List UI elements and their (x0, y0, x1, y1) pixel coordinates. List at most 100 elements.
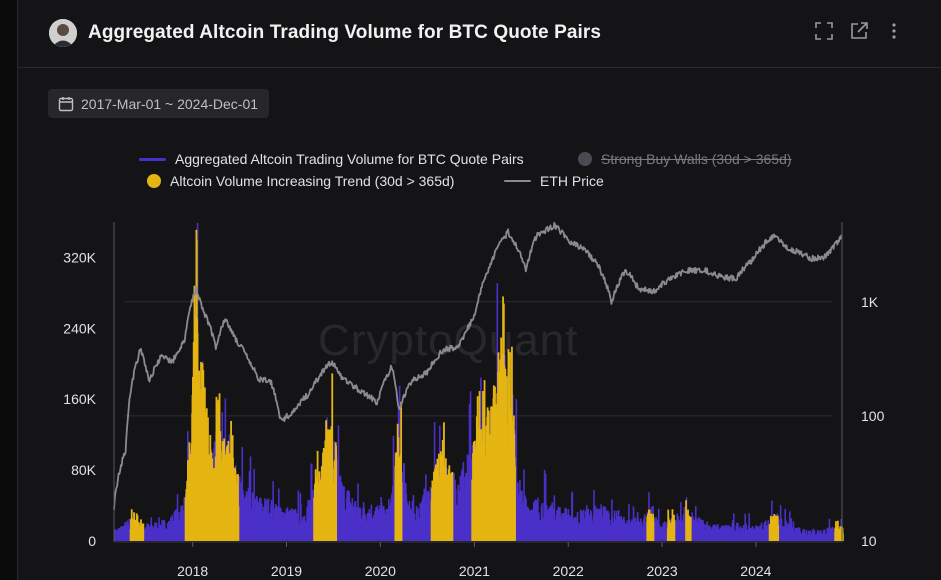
volume-bars (114, 222, 844, 541)
legend-label: ETH Price (540, 173, 604, 189)
chart-panel: Aggregated Altcoin Trading Volume for BT… (17, 0, 941, 580)
volume-bar (357, 483, 359, 541)
volume-bar (623, 519, 626, 541)
legend-label: Aggregated Altcoin Trading Volume for BT… (175, 151, 524, 167)
legend-dot-swatch (578, 152, 592, 166)
trend-bar (331, 373, 334, 541)
legend-label: Altcoin Volume Increasing Trend (30d > 3… (170, 173, 455, 189)
volume-bar (551, 502, 554, 541)
volume-bar (585, 505, 588, 541)
volume-bar (425, 474, 427, 541)
volume-bar (607, 510, 609, 541)
legend-dot-swatch (147, 174, 161, 188)
volume-bar (337, 425, 340, 541)
volume-bar (249, 456, 252, 541)
volume-bar (792, 521, 795, 541)
x-tick-label: 2020 (365, 563, 396, 579)
trend-bar (400, 482, 403, 541)
x-tick-label: 2023 (646, 563, 677, 579)
volume-bar (427, 490, 430, 541)
axes: 0 80K 160K 240K 320K 10 100 1K 2018 2019 2020 2021 2… (63, 222, 885, 579)
trend-bar (451, 471, 454, 541)
eth-price-series (113, 221, 843, 510)
more-vertical-icon[interactable] (883, 22, 905, 44)
trend-bar (777, 524, 780, 541)
volume-bar (343, 486, 345, 541)
volume-bar (174, 509, 177, 541)
volume-bar (388, 498, 390, 541)
volume-bar (300, 503, 302, 541)
y-left-tick-label: 320K (63, 249, 96, 265)
y-right-tick-label: 1K (861, 294, 879, 310)
y-left-tick-label: 80K (71, 462, 97, 478)
volume-bar (557, 506, 560, 541)
fullscreen-icon[interactable] (813, 22, 835, 44)
volume-bar (412, 494, 415, 541)
trend-bar (689, 517, 692, 541)
volume-bar (733, 513, 735, 541)
legend-item-eth-price[interactable]: ETH Price (504, 173, 604, 189)
date-range-picker[interactable]: 2017-Mar-01 ~ 2024-Dec-01 (48, 89, 270, 118)
legend-line-swatch (504, 180, 531, 182)
x-tick-label: 2019 (271, 563, 302, 579)
legend-item-buy-walls[interactable]: Strong Buy Walls (30d > 365d) (578, 151, 792, 167)
y-left-tick-label: 240K (63, 320, 96, 336)
volume-bar (266, 499, 268, 541)
volume-bar (571, 491, 574, 541)
volume-bar (297, 490, 300, 541)
y-left-tick-label: 160K (63, 391, 96, 407)
volume-bar (515, 399, 518, 541)
y-right-tick-label: 100 (861, 408, 885, 424)
volume-bar (613, 510, 616, 541)
volume-bar (748, 513, 751, 541)
legend-label: Strong Buy Walls (30d > 365d) (601, 151, 792, 167)
volume-bar (758, 526, 760, 541)
legend-item-increasing-trend[interactable]: Altcoin Volume Increasing Trend (30d > 3… (147, 173, 454, 189)
eth-price-line (113, 221, 843, 510)
volume-bar (423, 488, 426, 541)
y-left-tick-label: 0 (88, 533, 96, 549)
y-right-tick-label: 10 (861, 533, 877, 549)
volume-bar (403, 463, 406, 541)
legend-item-volume[interactable]: Aggregated Altcoin Trading Volume for BT… (139, 151, 524, 167)
volume-bar (700, 519, 703, 541)
trend-bar (652, 517, 655, 541)
volume-bar (736, 522, 738, 541)
volume-bar (615, 510, 618, 541)
volume-bar (420, 501, 423, 541)
panel-header: Aggregated Altcoin Trading Volume for BT… (18, 0, 941, 68)
volume-bar (253, 468, 255, 541)
volume-bar (267, 498, 270, 541)
volume-bar (657, 508, 660, 541)
page-title: Aggregated Altcoin Trading Volume for BT… (88, 22, 602, 43)
volume-bar (581, 510, 583, 541)
avatar-image (49, 19, 77, 47)
date-range-label: 2017-Mar-01 ~ 2024-Dec-01 (81, 95, 259, 112)
trend-bar (335, 445, 338, 541)
trend-bar (400, 401, 403, 541)
trend-bar (673, 520, 676, 541)
calendar-icon (58, 96, 74, 111)
volume-bar (634, 517, 637, 541)
volume-bar (272, 481, 274, 541)
volume-bar (617, 509, 620, 541)
trend-bar (136, 515, 139, 541)
volume-bar (155, 522, 158, 541)
volume-bar (683, 506, 686, 541)
x-tick-label: 2024 (740, 563, 771, 579)
chart-canvas: CryptoQuant 0 80K 160K 240K 320K 10 100 1K 2018 2… (63, 221, 885, 579)
volume-bar (756, 526, 758, 541)
author-avatar (49, 19, 77, 47)
trend-bar (237, 506, 240, 541)
volume-bar (702, 522, 705, 541)
x-tick-label: 2021 (459, 563, 490, 579)
volume-bar (564, 507, 566, 541)
volume-bar (380, 502, 383, 541)
volume-bar (286, 507, 289, 541)
trend-bar (142, 523, 145, 541)
volume-bar (553, 495, 556, 541)
volume-bar (154, 522, 157, 541)
external-link-icon[interactable] (848, 22, 870, 44)
trend-bar (514, 466, 516, 541)
trend-bar (215, 396, 218, 541)
